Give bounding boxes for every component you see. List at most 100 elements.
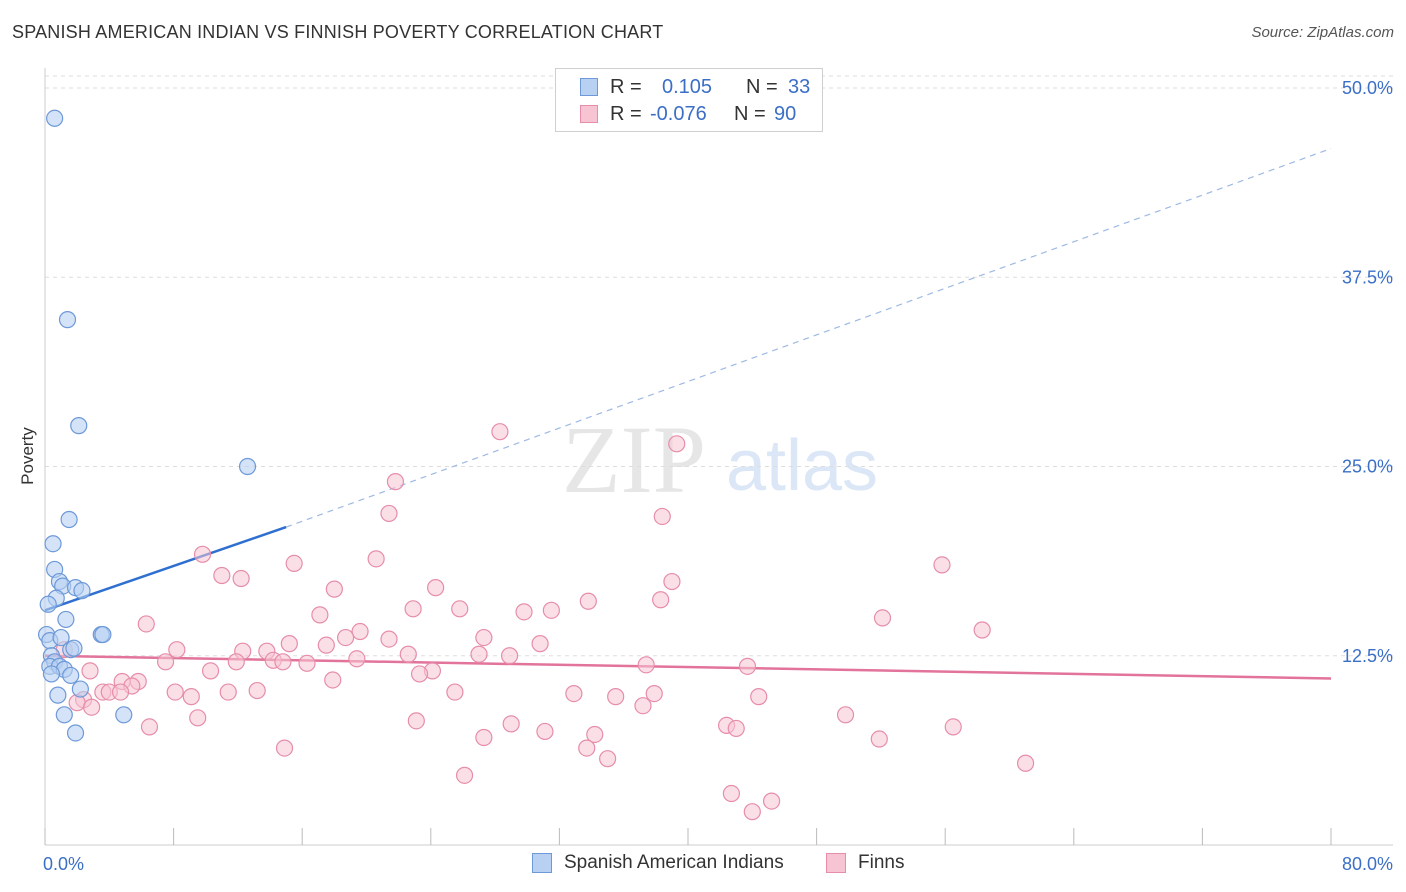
point-finns	[645, 684, 663, 703]
point-finns	[1016, 754, 1035, 772]
legend-n-label: N =	[734, 102, 766, 125]
point-finns	[325, 580, 343, 598]
watermark-zip: ZIP	[562, 406, 706, 513]
y-tick-label: 25.0%	[1342, 457, 1393, 477]
point-finns	[156, 653, 175, 671]
point-spanish-american-indians	[70, 417, 88, 435]
point-finns	[637, 656, 655, 674]
point-finns	[407, 712, 425, 730]
point-finns	[446, 683, 464, 701]
point-finns	[168, 641, 186, 659]
y-axis-label: Poverty	[18, 427, 37, 485]
point-spanish-american-indians	[57, 610, 75, 629]
point-finns	[298, 654, 316, 672]
point-finns	[227, 653, 245, 671]
trend-line-spanish-american-indians-extension	[285, 147, 1332, 528]
point-finns	[565, 684, 583, 703]
point-finns	[274, 653, 292, 671]
point-finns	[219, 683, 237, 701]
legend-r-value: -0.076	[650, 102, 707, 125]
legend-n-value: 33	[788, 75, 811, 98]
point-finns	[213, 566, 231, 585]
point-finns	[762, 792, 781, 810]
point-spanish-american-indians	[44, 535, 62, 553]
point-finns	[475, 728, 493, 747]
point-spanish-american-indians	[73, 582, 91, 600]
bottom-legend-swatch-pink	[826, 853, 846, 873]
point-finns	[502, 715, 520, 733]
point-finns	[83, 698, 101, 716]
legend-n-value: 90	[774, 102, 797, 125]
stats-legend: R = 0.105 N = 33 R = -0.076 N = 90	[555, 68, 823, 132]
x-tick-label-max: 80.0%	[1342, 854, 1393, 874]
point-finns	[311, 606, 329, 624]
point-finns	[870, 730, 888, 748]
point-spanish-american-indians	[60, 510, 78, 529]
point-finns	[140, 718, 159, 736]
point-finns	[727, 719, 745, 738]
point-finns	[663, 572, 681, 591]
point-spanish-american-indians	[39, 595, 57, 613]
point-finns	[944, 718, 962, 736]
point-spanish-american-indians	[66, 724, 85, 742]
point-spanish-american-indians	[115, 706, 133, 724]
y-tick-label: 50.0%	[1342, 78, 1393, 98]
point-finns	[182, 688, 200, 706]
point-spanish-american-indians	[71, 680, 89, 698]
point-finns	[491, 423, 509, 441]
point-spanish-american-indians	[65, 639, 83, 657]
point-finns	[275, 739, 294, 757]
point-finns	[500, 647, 519, 665]
point-spanish-american-indians	[238, 457, 257, 476]
legend-r-label: R =	[610, 102, 642, 125]
point-finns	[367, 550, 385, 568]
point-spanish-american-indians	[58, 311, 77, 329]
point-finns	[475, 628, 493, 647]
point-finns	[743, 803, 761, 821]
chart-title: SPANISH AMERICAN INDIAN VS FINNISH POVER…	[12, 22, 664, 42]
point-finns	[324, 671, 342, 689]
point-finns	[348, 650, 366, 668]
point-finns	[933, 556, 951, 574]
legend-swatch-pink	[580, 105, 598, 123]
point-finns	[586, 725, 604, 744]
legend-r-value: 0.105	[662, 75, 713, 98]
source-label: Source: ZipAtlas.com	[1251, 24, 1394, 41]
point-finns	[668, 435, 686, 453]
point-finns	[248, 681, 266, 700]
point-finns	[427, 579, 445, 597]
legend-row-finns: R = -0.076 N = 90	[580, 102, 796, 126]
point-spanish-american-indians	[49, 686, 67, 704]
point-finns	[280, 635, 298, 653]
x-tick-label-min: 0.0%	[43, 854, 84, 874]
point-finns	[542, 601, 560, 619]
point-finns	[81, 662, 99, 680]
point-finns	[973, 621, 991, 639]
point-spanish-american-indians	[55, 706, 73, 724]
point-finns	[351, 622, 369, 641]
point-finns	[578, 739, 596, 757]
point-finns	[750, 688, 768, 706]
bottom-legend-label: Spanish American Indians	[564, 852, 784, 873]
point-spanish-american-indians	[42, 665, 61, 683]
point-spanish-american-indians	[62, 666, 80, 685]
trend-line-finns	[44, 654, 1332, 680]
point-finns	[451, 600, 469, 618]
point-finns	[410, 665, 429, 683]
point-finns	[380, 630, 398, 648]
point-finns	[653, 507, 671, 526]
point-finns	[193, 545, 212, 563]
point-finns	[536, 722, 554, 741]
point-finns	[515, 603, 533, 621]
point-finns	[722, 784, 741, 803]
point-finns	[380, 504, 398, 523]
point-finns	[137, 615, 155, 633]
legend-n-label: N =	[746, 75, 778, 98]
y-tick-label: 37.5%	[1342, 267, 1393, 287]
y-tick-label: 12.5%	[1342, 646, 1393, 666]
point-finns	[386, 473, 405, 491]
point-spanish-american-indians	[46, 109, 64, 127]
legend-row-spanish-american-indians: R = 0.105 N = 33	[580, 75, 810, 99]
point-finns	[579, 592, 597, 610]
